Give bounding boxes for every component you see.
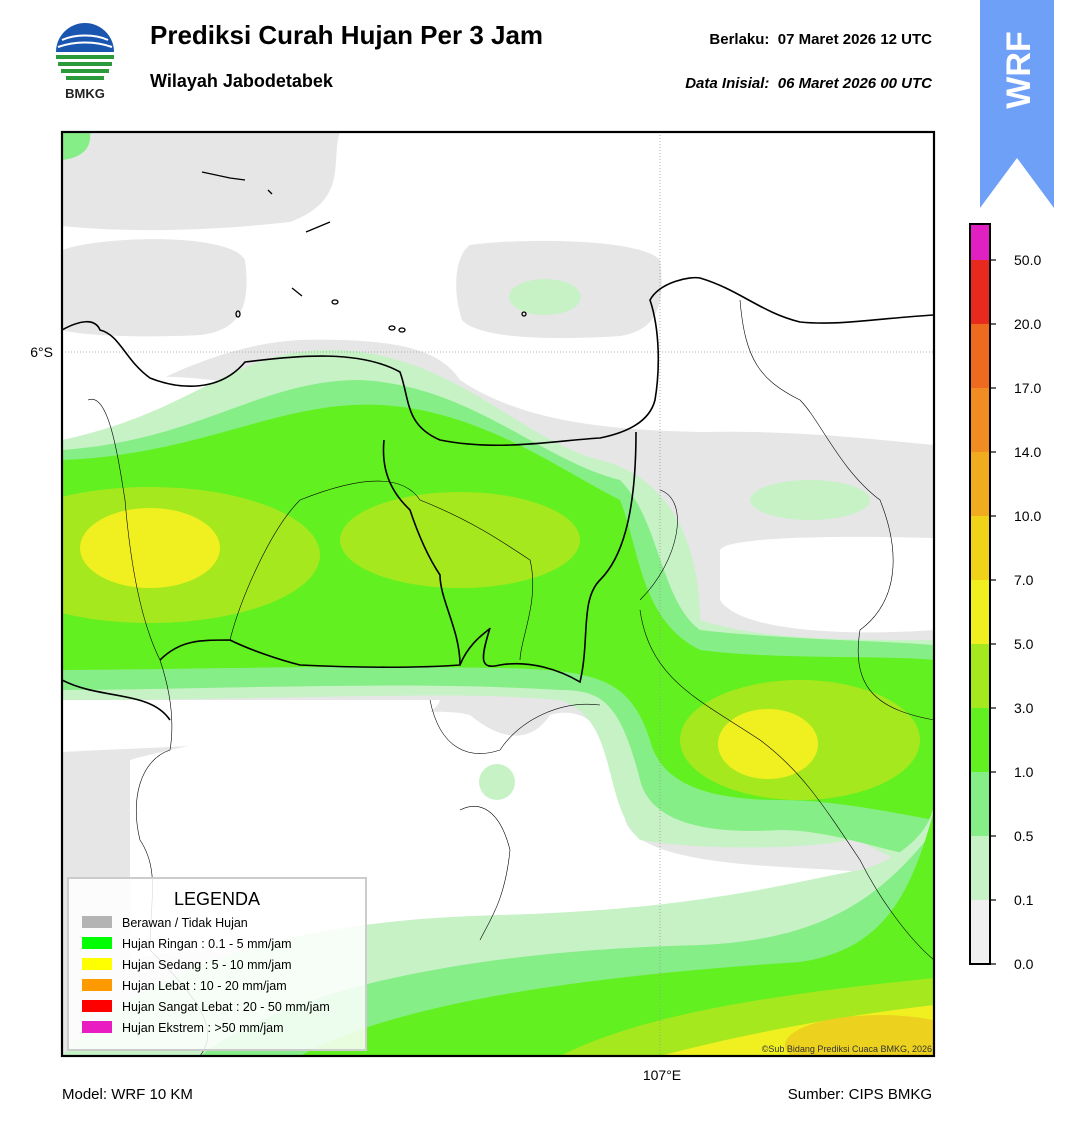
legend-items: Berawan / Tidak Hujan Hujan Ringan : 0.1 … — [82, 916, 330, 1035]
legend-title: LEGENDA — [174, 889, 260, 909]
colorbar-segment — [970, 260, 990, 324]
map-field — [62, 132, 934, 1056]
colorbar-segment — [970, 900, 990, 964]
colorbar-label: 10.0 — [1014, 508, 1041, 524]
colorbar-segment — [970, 836, 990, 900]
title: Prediksi Curah Hujan Per 3 Jam — [150, 20, 544, 50]
colorbar-label: 0.1 — [1014, 892, 1034, 908]
colorbar: 0.0 0.1 0.5 1.0 3.0 5.0 7.0 10.0 14.0 17.0 20.0 50.… — [969, 223, 1041, 972]
colorbar-segment — [970, 452, 990, 516]
badge — [980, 0, 1054, 208]
logo-text: BMKG — [65, 86, 105, 101]
legend-label: Hujan Ringan : 0.1 - 5 mm/jam — [122, 937, 292, 951]
colorbar-segment — [970, 516, 990, 580]
colorbar-label: 17.0 — [1014, 380, 1041, 396]
colorbar-frame — [969, 223, 991, 965]
map-frame — [60, 130, 936, 1058]
legend-swatch — [82, 916, 112, 928]
lon-label: 107°E — [643, 1067, 681, 1083]
legend-label: Hujan Lebat : 10 - 20 mm/jam — [122, 979, 287, 993]
legend-swatch — [82, 937, 112, 949]
colorbar-label: 1.0 — [1014, 764, 1034, 780]
legend-swatch — [82, 1000, 112, 1012]
colorbar-segment — [970, 644, 990, 708]
legend-label: Hujan Sangat Lebat : 20 - 50 mm/jam — [122, 1000, 330, 1014]
init-time: Data Inisial: 06 Maret 2026 00 UTC — [685, 75, 932, 92]
logo: BMKG — [56, 23, 114, 101]
colorbar-label: 5.0 — [1014, 636, 1034, 652]
colorbar-segment — [970, 580, 990, 644]
colorbar-label: 20.0 — [1014, 316, 1041, 332]
badge-text: WRF — [1000, 31, 1038, 108]
legend-swatch — [82, 958, 112, 970]
colorbar-label: 0.5 — [1014, 828, 1034, 844]
subtitle: Wilayah Jabodetabek — [150, 71, 333, 91]
credit: ©Sub Bidang Prediksi Cuaca BMKG, 2026 — [762, 1044, 932, 1054]
model: Model: WRF 10 KM — [62, 1086, 193, 1103]
colorbar-label: 50.0 — [1014, 252, 1041, 268]
legend-swatch — [82, 979, 112, 991]
colorbar-label: 14.0 — [1014, 444, 1041, 460]
legend-label: Hujan Sedang : 5 - 10 mm/jam — [122, 958, 292, 972]
colorbar-segment — [970, 224, 990, 260]
colorbar-segment — [970, 772, 990, 836]
colorbar-segment — [970, 324, 990, 388]
legend-label: Berawan / Tidak Hujan — [122, 916, 248, 930]
colorbar-segment — [970, 708, 990, 772]
colorbar-segment — [970, 388, 990, 452]
colorbar-label: 3.0 — [1014, 700, 1034, 716]
colorbar-label: 0.0 — [1014, 956, 1034, 972]
legend-swatch — [82, 1021, 112, 1033]
valid-time: Berlaku: 07 Maret 2026 12 UTC — [709, 31, 932, 48]
legend-label: Hujan Ekstrem : >50 mm/jam — [122, 1021, 284, 1035]
colorbar-label: 7.0 — [1014, 572, 1034, 588]
source: Sumber: CIPS BMKG — [787, 1086, 932, 1103]
legend-box — [67, 877, 367, 1051]
lat-label: 6°S — [30, 344, 53, 360]
